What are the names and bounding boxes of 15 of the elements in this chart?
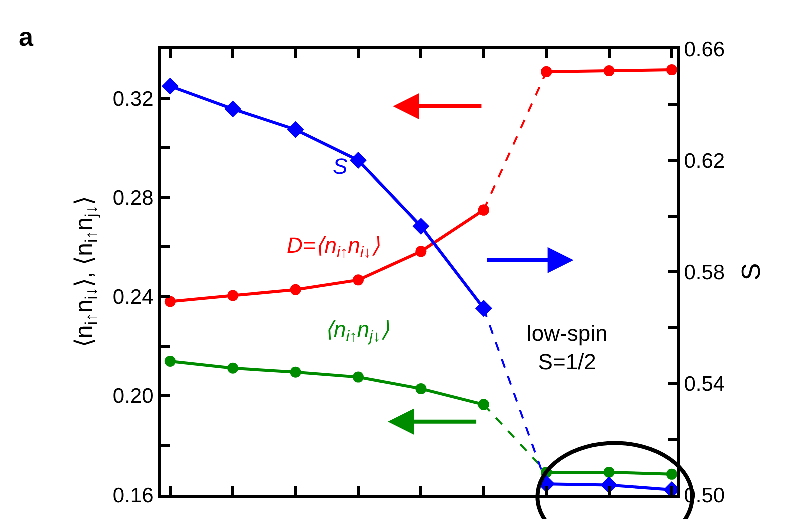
y-tick-label: 0.28 <box>112 187 154 210</box>
y2-tick-label: 0.62 <box>684 150 726 173</box>
y2-tick-label: 0.66 <box>684 38 726 62</box>
y-tick-label: 0.20 <box>112 385 154 408</box>
y2-tick-label: 0.54 <box>684 372 726 396</box>
y2-tick-label: 0.58 <box>684 261 726 284</box>
y-tick-label: 0.32 <box>112 88 154 111</box>
annotation: ⟨n$_{i↑}$n$_{j↓}$⟩ <box>325 317 390 346</box>
text: a <box>19 22 34 52</box>
y-tick-label: 0.24 <box>112 286 154 310</box>
annotation: low-spin S=1/2 <box>527 321 608 375</box>
y2-axis-title: S <box>736 263 766 281</box>
annotation: D=⟨n$_{i↑}$n$_{i↓}$⟩ <box>287 233 380 262</box>
annotation: S <box>333 154 348 179</box>
y-tick-label: 0.16 <box>112 484 154 508</box>
